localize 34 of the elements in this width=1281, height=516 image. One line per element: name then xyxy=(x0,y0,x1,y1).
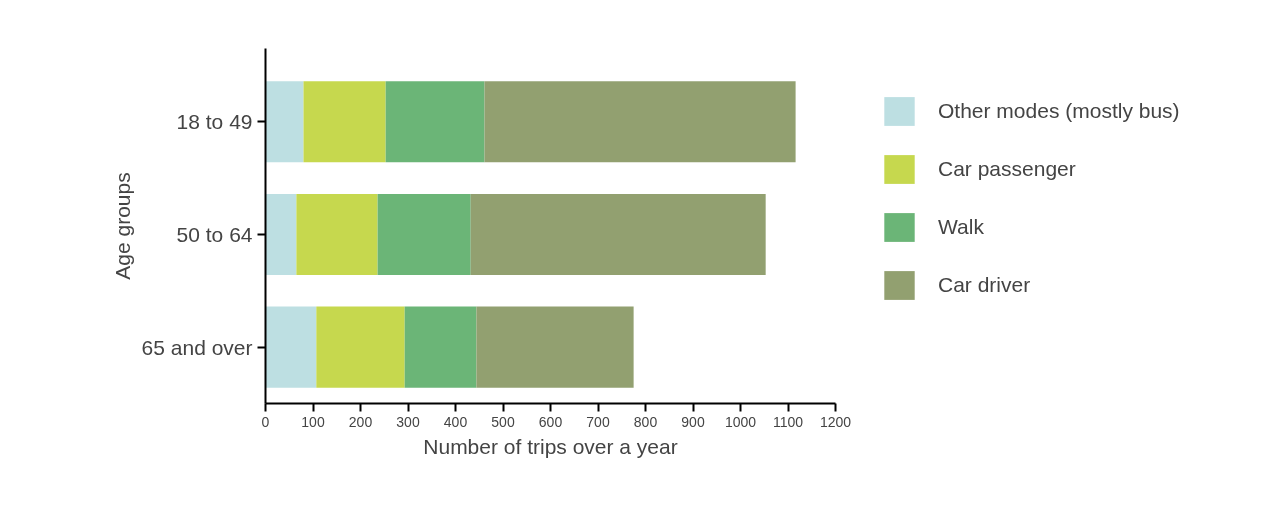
y-tick-label: 50 to 64 xyxy=(176,222,253,246)
x-tick-label: 300 xyxy=(396,413,420,430)
x-tick-label: 700 xyxy=(586,413,610,430)
bar xyxy=(404,306,477,388)
x-tick-label: 100 xyxy=(301,413,325,430)
x-tick-label: 0 xyxy=(261,413,270,430)
x-tick-label: 1000 xyxy=(724,413,757,430)
bar xyxy=(265,81,304,163)
bar xyxy=(296,193,378,276)
legend-label: Walk xyxy=(938,215,984,239)
x-tick-label: 1100 xyxy=(772,413,804,430)
x-tick-label: 800 xyxy=(633,413,658,430)
bar xyxy=(303,81,386,163)
legend-label: Car driver xyxy=(938,273,1031,297)
bar xyxy=(385,81,485,163)
x-tick-label: 500 xyxy=(491,413,515,430)
y-tick-label: 18 to 49 xyxy=(176,110,253,134)
bar xyxy=(265,193,297,276)
x-tick-label: 1200 xyxy=(819,413,852,430)
x-tick-label: 200 xyxy=(348,413,373,430)
x-tick-label: 600 xyxy=(538,413,563,430)
bar xyxy=(377,193,471,276)
bar xyxy=(470,193,766,276)
y-tick-label: 65 and over xyxy=(141,335,253,359)
y-axis-title: Age groups xyxy=(110,172,134,280)
bar xyxy=(265,306,317,388)
bar xyxy=(484,81,796,163)
bar xyxy=(316,306,405,388)
x-axis-title: Number of trips over a year xyxy=(423,434,678,458)
x-tick-label: 400 xyxy=(443,413,468,430)
legend-label: Other modes (mostly bus) xyxy=(938,99,1180,123)
legend-label: Car passenger xyxy=(938,157,1076,181)
x-tick-label: 900 xyxy=(681,413,705,430)
bar xyxy=(476,306,634,388)
